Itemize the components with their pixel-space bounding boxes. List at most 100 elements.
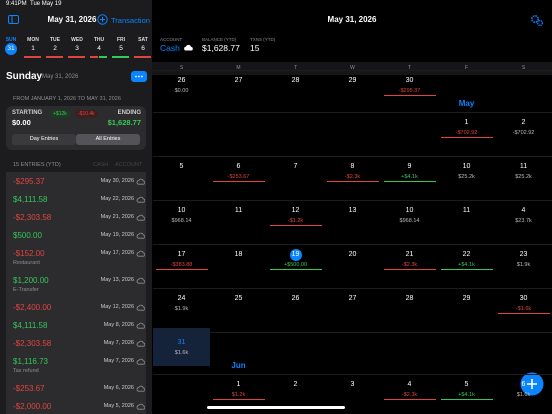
cloud-icon [136, 403, 145, 410]
weekday-header: F [464, 65, 469, 71]
day-amount: -$2.3k [344, 174, 361, 180]
sidebar-toggle[interactable] [8, 15, 19, 24]
cloud-icon [184, 44, 193, 51]
settings-icon[interactable] [530, 14, 544, 27]
entry-amount: $4,111.58 [13, 195, 48, 204]
entry-note: Restaurant [13, 260, 40, 266]
day-amount: $25.2k [515, 174, 532, 180]
selected-day-circle [5, 43, 17, 55]
weekday-label: WED [71, 37, 83, 43]
day-activity-bar [383, 399, 436, 400]
day-amount: $1.9k [516, 262, 531, 268]
starting-value: $0.00 [12, 118, 31, 127]
home-indicator [207, 406, 345, 409]
entry-row[interactable] [6, 397, 146, 414]
day-title: Sunday [6, 71, 43, 82]
entry-amount: $4,111.58 [13, 321, 48, 330]
day-number: 9 [407, 163, 412, 170]
cloud-icon [136, 250, 145, 257]
day-number: 10 [177, 207, 186, 214]
cloud-icon [136, 178, 145, 185]
day-number: 27 [348, 295, 357, 302]
month-label: Jun [231, 361, 246, 370]
cloud-icon [136, 277, 145, 284]
weekday-header: T [293, 65, 298, 71]
balance-value: $1,628.77 [202, 43, 240, 53]
day-amount: -$383.88 [170, 262, 193, 268]
entry-date: May 7, 2026 [103, 358, 134, 364]
entry-date: May 8, 2026 [103, 322, 134, 328]
segment-button[interactable]: All Entries [76, 134, 140, 145]
activity-mark [90, 56, 98, 58]
weekday-label: TUE [50, 37, 60, 43]
day-number: 29 [348, 77, 357, 84]
ending-value: $1,628.77 [107, 118, 141, 127]
cloud-icon [136, 214, 145, 221]
day-amount: $0.00 [174, 88, 189, 94]
day-number: 3 [350, 381, 355, 388]
day-number: 2 [293, 381, 298, 388]
day-activity-bar [269, 269, 322, 270]
day-number: 25 [234, 295, 243, 302]
day-activity-bar [383, 181, 436, 182]
entry-row[interactable] [6, 271, 146, 299]
week-divider [153, 156, 552, 157]
day-activity-bar [383, 269, 436, 270]
day-number: 30 [519, 295, 528, 302]
segment-button[interactable]: Day Entries [12, 134, 76, 145]
day-amount: -$2.3k [401, 392, 418, 398]
weekday-header: M [236, 65, 241, 71]
entry-amount: -$152.00 [13, 249, 45, 258]
activity-mark [134, 56, 151, 58]
add-icon[interactable] [97, 14, 108, 25]
day-activity-bar [440, 137, 493, 138]
day-number: 1 [236, 381, 241, 388]
day-amount: $1.2k [231, 392, 246, 398]
day-activity-bar [269, 225, 322, 226]
day-number: 17 [177, 251, 186, 258]
balance-label: BALANCE (YTD) [202, 37, 237, 42]
day-number: 23 [519, 251, 528, 258]
add-fab[interactable] [520, 372, 544, 396]
weekday-header: W [350, 65, 355, 71]
account-label: ACCOUNT [160, 37, 183, 42]
activity-mark [24, 56, 41, 58]
week-day-number: 3 [75, 45, 79, 52]
week-divider [153, 112, 552, 113]
day-amount: -$1.2k [287, 218, 304, 224]
day-number: 12 [291, 207, 300, 214]
selected-cell [153, 328, 210, 366]
day-number: 10 [405, 207, 414, 214]
day-amount: $1.6k [516, 392, 531, 398]
cloud-icon [136, 385, 145, 392]
calendar-header-date: May 31, 2026 [327, 15, 377, 24]
day-number: 11 [234, 207, 243, 214]
day-activity-bar [440, 269, 493, 270]
weekday-label: MON [27, 37, 39, 43]
entry-amount: $500.00 [13, 231, 42, 240]
weekday-header: T [407, 65, 412, 71]
day-number: 20 [348, 251, 357, 258]
status-date: Tue May 19 [30, 1, 62, 7]
more-button[interactable] [131, 71, 147, 82]
cloud-icon [136, 358, 145, 365]
entry-note: E-Transfer [13, 287, 39, 293]
week-divider [153, 332, 552, 333]
week-divider [153, 288, 552, 289]
day-number: 11 [519, 163, 528, 170]
entry-amount: -$2,400.00 [13, 303, 52, 312]
txns-value: 15 [250, 43, 260, 53]
day-amount: +$4.1k [458, 392, 475, 398]
range-label: FROM JANUARY 1, 2026 TO MAY 31, 2026 [13, 96, 121, 102]
week-day-number: 2 [53, 45, 57, 52]
entries-label: 15 ENTRIES (YTD) [13, 162, 61, 168]
day-amount: $23.7k [515, 218, 532, 224]
day-number: 6 [521, 381, 526, 388]
cloud-icon [136, 196, 145, 203]
weekday-label: THU [93, 37, 105, 43]
entry-note: Tax refund [13, 368, 39, 374]
week-divider [153, 374, 552, 375]
activity-mark [68, 56, 85, 58]
day-amount: -$2.3k [401, 262, 418, 268]
